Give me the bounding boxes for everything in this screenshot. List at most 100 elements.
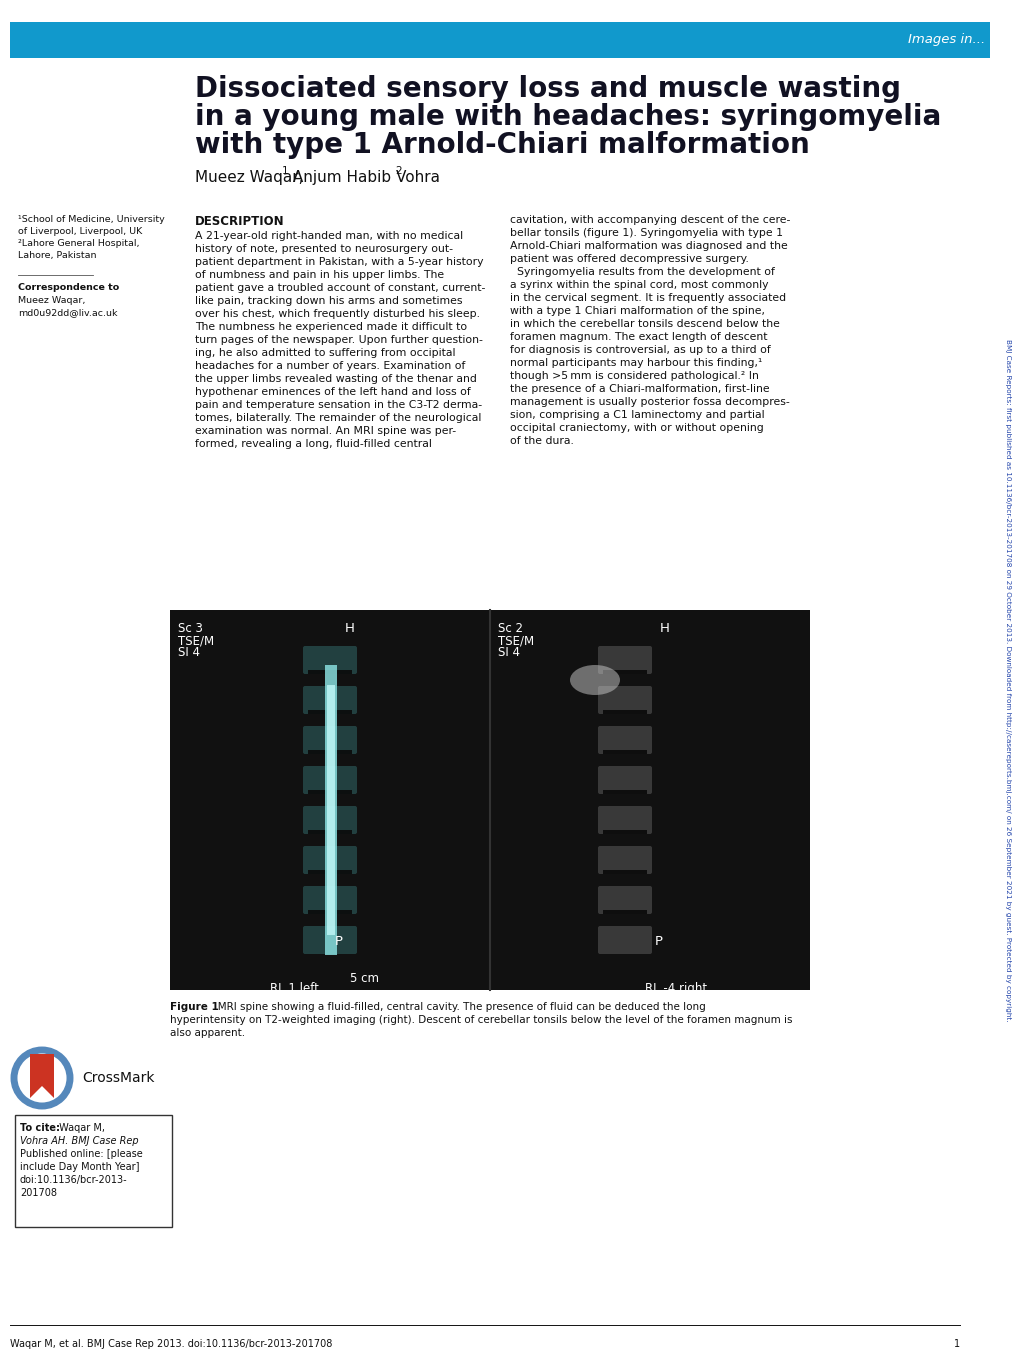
Text: Waqar M, et al. BMJ Case Rep 2013. doi:10.1136/bcr-2013-201708: Waqar M, et al. BMJ Case Rep 2013. doi:1… xyxy=(10,1339,332,1349)
Text: hypothenar eminences of the left hand and loss of: hypothenar eminences of the left hand an… xyxy=(195,387,471,397)
Text: 1: 1 xyxy=(281,166,288,177)
Bar xyxy=(308,911,352,915)
Bar xyxy=(10,22,989,58)
FancyBboxPatch shape xyxy=(597,646,651,674)
Bar xyxy=(308,709,352,713)
FancyBboxPatch shape xyxy=(597,886,651,915)
Text: in the cervical segment. It is frequently associated: in the cervical segment. It is frequentl… xyxy=(510,294,786,303)
Text: with type 1 Arnold-Chiari malformation: with type 1 Arnold-Chiari malformation xyxy=(195,130,809,159)
FancyBboxPatch shape xyxy=(303,886,357,915)
Bar xyxy=(15,1114,172,1227)
Text: RL 1 left: RL 1 left xyxy=(270,983,319,995)
Text: H: H xyxy=(659,622,669,635)
Text: Arnold-Chiari malformation was diagnosed and the: Arnold-Chiari malformation was diagnosed… xyxy=(510,241,787,251)
Text: Syringomyelia results from the development of: Syringomyelia results from the developme… xyxy=(510,266,774,277)
Text: 5 cm: 5 cm xyxy=(350,972,379,985)
Text: TSE/M: TSE/M xyxy=(497,635,534,647)
Bar xyxy=(308,870,352,874)
Text: the upper limbs revealed wasting of the thenar and: the upper limbs revealed wasting of the … xyxy=(195,374,477,385)
Bar xyxy=(308,670,352,674)
Text: Vohra AH. BMJ Case Rep: Vohra AH. BMJ Case Rep xyxy=(20,1136,139,1146)
Text: 201708: 201708 xyxy=(20,1188,57,1199)
Text: in a young male with headaches: syringomyelia: in a young male with headaches: syringom… xyxy=(195,103,941,130)
Bar xyxy=(602,790,646,794)
Text: include Day Month Year]: include Day Month Year] xyxy=(20,1162,140,1171)
Text: in which the cerebellar tonsils descend below the: in which the cerebellar tonsils descend … xyxy=(510,319,780,329)
Text: for diagnosis is controversial, as up to a third of: for diagnosis is controversial, as up to… xyxy=(510,345,770,355)
FancyBboxPatch shape xyxy=(597,806,651,834)
Text: patient was offered decompressive surgery.: patient was offered decompressive surger… xyxy=(510,254,748,264)
Text: CrossMark: CrossMark xyxy=(82,1071,154,1084)
Text: a syrinx within the spinal cord, most commonly: a syrinx within the spinal cord, most co… xyxy=(510,280,767,289)
Text: Anjum Habib Vohra: Anjum Habib Vohra xyxy=(287,170,439,185)
Text: P: P xyxy=(334,935,342,949)
Text: Mueez Waqar,: Mueez Waqar, xyxy=(18,296,86,304)
FancyBboxPatch shape xyxy=(597,726,651,754)
Text: normal participants may harbour this finding,¹: normal participants may harbour this fin… xyxy=(510,357,761,368)
Text: headaches for a number of years. Examination of: headaches for a number of years. Examina… xyxy=(195,361,465,371)
Text: The numbness he experienced made it difficult to: The numbness he experienced made it diff… xyxy=(195,322,467,332)
Text: tomes, bilaterally. The remainder of the neurological: tomes, bilaterally. The remainder of the… xyxy=(195,413,481,423)
Polygon shape xyxy=(30,1055,54,1098)
Bar xyxy=(170,610,809,989)
Ellipse shape xyxy=(570,665,620,694)
Text: management is usually posterior fossa decompres-: management is usually posterior fossa de… xyxy=(510,397,789,406)
Text: occipital craniectomy, with or without opening: occipital craniectomy, with or without o… xyxy=(510,423,763,434)
Text: over his chest, which frequently disturbed his sleep.: over his chest, which frequently disturb… xyxy=(195,308,480,319)
Text: doi:10.1136/bcr-2013-: doi:10.1136/bcr-2013- xyxy=(20,1176,127,1185)
Text: MRI spine showing a fluid-filled, central cavity. The presence of fluid can be d: MRI spine showing a fluid-filled, centra… xyxy=(208,1002,705,1012)
Text: Sc 2: Sc 2 xyxy=(497,622,523,635)
Text: 2: 2 xyxy=(394,166,401,177)
Bar xyxy=(327,685,334,935)
Bar xyxy=(308,790,352,794)
FancyBboxPatch shape xyxy=(303,925,357,954)
Bar xyxy=(602,830,646,834)
Text: Figure 1: Figure 1 xyxy=(170,1002,218,1012)
Text: foramen magnum. The exact length of descent: foramen magnum. The exact length of desc… xyxy=(510,332,766,342)
Text: cavitation, with accompanying descent of the cere-: cavitation, with accompanying descent of… xyxy=(510,215,790,226)
Text: Lahore, Pakistan: Lahore, Pakistan xyxy=(18,251,97,260)
Text: A 21-year-old right-handed man, with no medical: A 21-year-old right-handed man, with no … xyxy=(195,231,463,241)
Text: H: H xyxy=(344,622,355,635)
Text: Images in...: Images in... xyxy=(907,34,984,46)
Text: also apparent.: also apparent. xyxy=(170,1027,245,1038)
Text: 1: 1 xyxy=(953,1339,959,1349)
Text: of numbness and pain in his upper limbs. The: of numbness and pain in his upper limbs.… xyxy=(195,270,443,280)
Text: md0u92dd@liv.ac.uk: md0u92dd@liv.ac.uk xyxy=(18,308,117,317)
Bar xyxy=(602,870,646,874)
Text: hyperintensity on T2-weighted imaging (right). Descent of cerebellar tonsils bel: hyperintensity on T2-weighted imaging (r… xyxy=(170,1015,792,1025)
FancyBboxPatch shape xyxy=(597,925,651,954)
FancyBboxPatch shape xyxy=(303,686,357,713)
Text: though >5 mm is considered pathological.² In: though >5 mm is considered pathological.… xyxy=(510,371,758,381)
Text: pain and temperature sensation in the C3-T2 derma-: pain and temperature sensation in the C3… xyxy=(195,400,482,410)
Circle shape xyxy=(19,1055,65,1101)
Text: P: P xyxy=(654,935,662,949)
FancyBboxPatch shape xyxy=(303,646,357,674)
FancyBboxPatch shape xyxy=(303,847,357,874)
Text: SI 4: SI 4 xyxy=(178,646,200,659)
FancyBboxPatch shape xyxy=(303,766,357,794)
Text: history of note, presented to neurosurgery out-: history of note, presented to neurosurge… xyxy=(195,245,452,254)
Text: ¹School of Medicine, University: ¹School of Medicine, University xyxy=(18,215,165,224)
Bar xyxy=(308,750,352,754)
Bar xyxy=(308,830,352,834)
Text: of the dura.: of the dura. xyxy=(510,436,574,446)
Text: Mueez Waqar,: Mueez Waqar, xyxy=(195,170,304,185)
Text: sion, comprising a C1 laminectomy and partial: sion, comprising a C1 laminectomy and pa… xyxy=(510,410,764,420)
Text: SI 4: SI 4 xyxy=(497,646,520,659)
Bar xyxy=(602,750,646,754)
Bar xyxy=(325,665,336,955)
Text: of Liverpool, Liverpool, UK: of Liverpool, Liverpool, UK xyxy=(18,227,142,236)
Text: formed, revealing a long, fluid-filled central: formed, revealing a long, fluid-filled c… xyxy=(195,439,431,448)
Text: patient gave a troubled account of constant, current-: patient gave a troubled account of const… xyxy=(195,283,485,294)
FancyBboxPatch shape xyxy=(597,847,651,874)
Text: Waqar M,: Waqar M, xyxy=(56,1123,105,1133)
Text: Correspondence to: Correspondence to xyxy=(18,283,119,292)
Bar xyxy=(602,709,646,713)
Text: RL -4 right: RL -4 right xyxy=(644,983,706,995)
FancyBboxPatch shape xyxy=(597,766,651,794)
Text: the presence of a Chiari-malformation, first-line: the presence of a Chiari-malformation, f… xyxy=(510,385,769,394)
FancyBboxPatch shape xyxy=(303,726,357,754)
Bar xyxy=(602,670,646,674)
FancyBboxPatch shape xyxy=(303,806,357,834)
